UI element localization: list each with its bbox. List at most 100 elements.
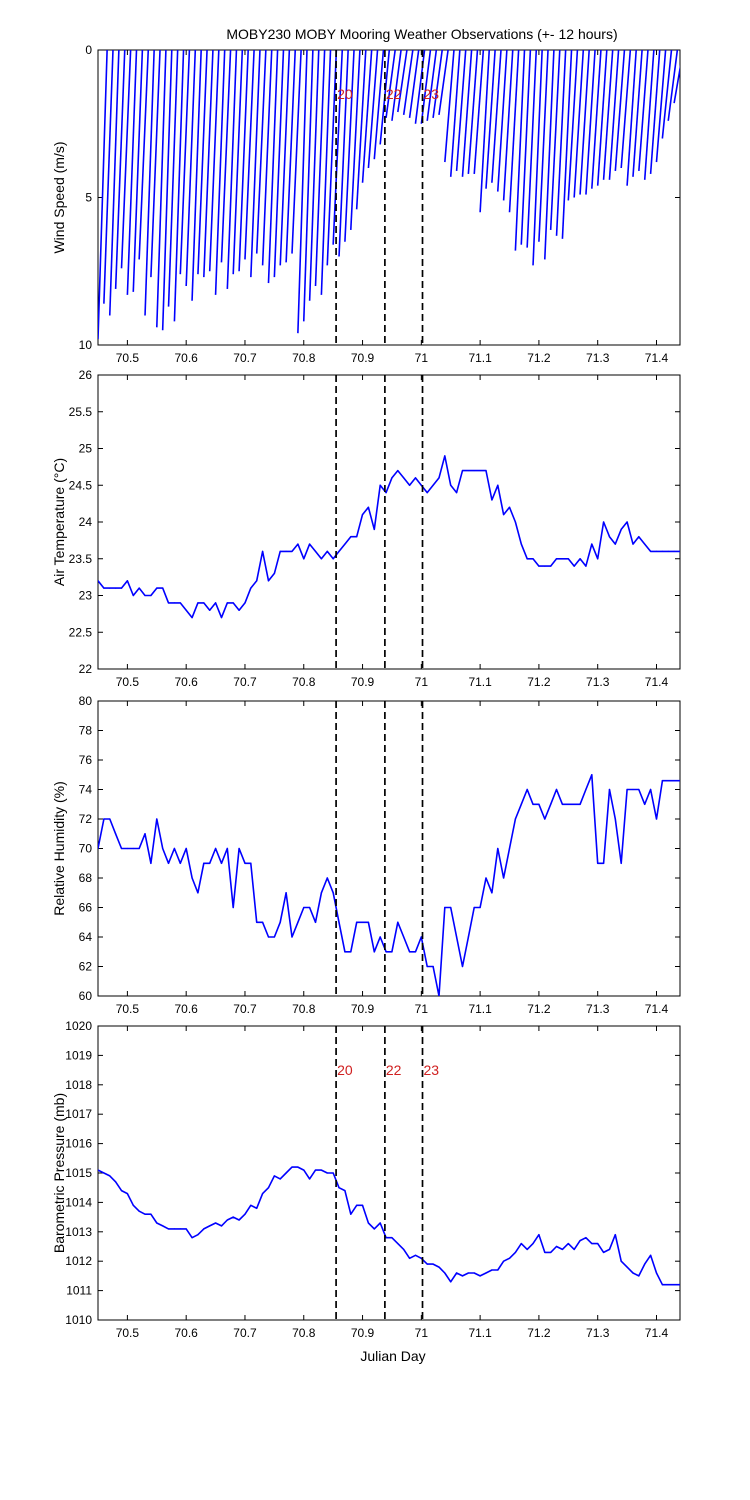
data-point [344,951,346,953]
y-tick-label: 1019 [65,1048,92,1062]
wind-stick [538,50,549,242]
panels: 0 5 10 70.5 70.6 70.7 70.8 70.9 71 71.1 71.2 71.3 71… [51,43,681,1340]
data-point [614,1234,616,1236]
wind-stick [349,50,361,230]
wind-stick [320,50,332,295]
data-point [408,951,411,953]
data-point [144,1213,146,1215]
data-point [150,594,152,597]
wind-stick [179,50,191,275]
data-point [291,936,293,938]
data-point [544,1251,546,1253]
x-tick-label: 70.7 [233,351,257,365]
data-point [461,965,464,968]
data-point [650,788,652,791]
wind-stick [491,50,502,183]
y-tick-label: 66 [79,901,93,915]
data-point [467,936,469,938]
data-point [226,602,228,604]
data-point [279,1178,281,1180]
wind-stick [673,64,680,104]
data-point [444,1272,446,1274]
data-point [279,550,281,553]
wind-stick [138,50,150,260]
wind-stick [432,50,443,118]
data-point [250,587,252,589]
data-point [244,1213,246,1215]
data-point [379,484,381,486]
data-layer [98,455,680,619]
data-point [638,536,640,538]
event-label: 22 [386,1062,402,1078]
data-point [414,951,417,953]
data-point [267,580,270,582]
data-point [262,921,264,923]
data-point [620,1260,622,1262]
data-point [661,1284,663,1286]
data-point [191,877,193,879]
data-point [238,1219,240,1221]
wind-stick [667,50,679,121]
data-point [520,543,522,545]
data-point [426,1263,428,1265]
data-point [285,1172,287,1174]
data-point [303,558,305,560]
data-point [138,587,140,589]
y-tick-label: 26 [79,368,93,382]
data-point [285,550,287,553]
data-point [214,1222,217,1224]
wind-stick [338,50,349,257]
data-point [173,847,176,850]
wind-stick [208,50,220,272]
data-point [538,803,540,805]
x-tick-label: 71.4 [645,1002,669,1016]
wind-stick [167,50,179,307]
wind-stick [367,50,379,169]
data-point [115,1181,117,1183]
data-point [497,847,499,850]
data-point [456,1272,458,1274]
data-point [279,921,281,923]
data-point [597,862,599,864]
wind-stick [514,50,526,251]
data-point [126,580,128,582]
wind-stick [444,50,455,163]
data-point [614,543,616,545]
data-point [544,818,546,820]
data-point [115,833,117,835]
y-tick-label: 68 [79,871,93,885]
wind-stick [326,50,338,266]
data-point [403,936,405,938]
x-tick-label: 71.2 [527,1326,551,1340]
data-point [555,1245,558,1248]
wind-stick [608,50,620,180]
data-point [150,1213,152,1215]
wind-stick [473,50,485,174]
data-point [650,1254,652,1256]
x-tick-label: 70.5 [116,1002,140,1016]
data-layer [98,50,680,340]
y-tick-label: 1011 [66,1284,92,1298]
data-point [150,862,152,864]
wind-stick [150,50,161,278]
data-point [456,492,458,494]
data-point [602,521,605,523]
data-point [285,892,287,894]
data-point [397,1242,399,1245]
data-point [461,1275,464,1277]
wind-stick [232,50,244,275]
data-point [444,455,446,457]
data-point [679,550,680,552]
data-point [450,906,452,909]
data-point [626,788,628,791]
data-point [173,1228,176,1230]
wind-stick [626,50,638,186]
data-point [508,847,511,850]
wind-stick [244,50,255,260]
x-tick-label: 71.2 [527,351,551,365]
data-point [232,906,234,909]
data-point [597,558,599,560]
x-axis-label: Julian Day [360,1348,425,1364]
wind-stick [402,50,414,116]
data-point [262,550,264,553]
